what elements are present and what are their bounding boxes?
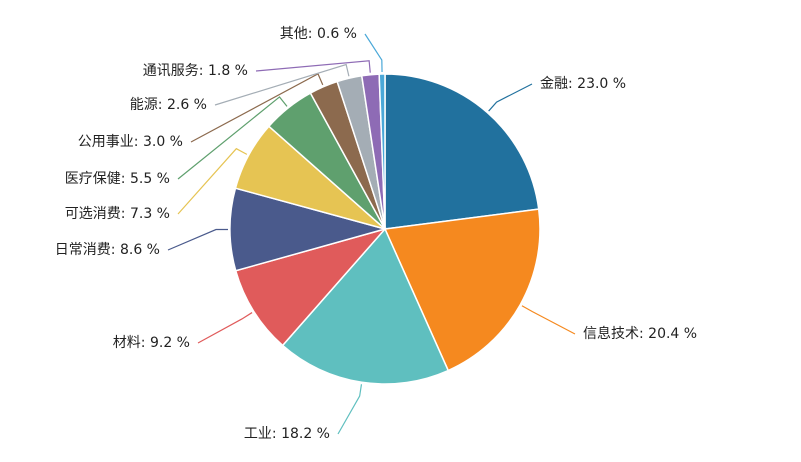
pie-slice: [378, 73, 386, 230]
category-label: 通讯服务: [143, 63, 199, 79]
slice-label: 其他: 0.6 %: [280, 26, 357, 42]
value-label: 2.6 %: [167, 97, 207, 113]
label-separator: :: [568, 76, 577, 92]
leader-line: [364, 33, 383, 73]
pie-slice: [383, 208, 541, 372]
category-label: 金融: [540, 76, 568, 92]
pie-slice: [229, 187, 388, 272]
slice-label: 公用事业: 3.0 %: [78, 134, 183, 150]
label-separator: :: [141, 335, 150, 351]
label-separator: :: [158, 97, 167, 113]
leader-line: [214, 63, 350, 106]
label-separator: :: [121, 171, 130, 187]
value-label: 9.2 %: [150, 335, 190, 351]
value-label: 1.8 %: [208, 63, 248, 79]
value-label: 0.6 %: [317, 26, 357, 42]
category-label: 可选消费: [65, 206, 121, 222]
leader-line: [177, 96, 288, 180]
leader-line: [521, 305, 576, 335]
value-label: 8.6 %: [120, 242, 160, 258]
slice-label: 材料: 9.2 %: [113, 335, 190, 351]
slice-label: 医疗保健: 5.5 %: [65, 171, 170, 187]
category-label: 信息技术: [583, 325, 639, 342]
value-label: 18.2 %: [281, 426, 330, 442]
category-label: 医疗保健: [65, 171, 121, 187]
label-separator: :: [308, 26, 317, 42]
label-separator: :: [199, 63, 208, 79]
leader-line: [337, 384, 363, 435]
category-label: 材料: [113, 335, 141, 351]
slice-label: 能源: 2.6 %: [130, 97, 207, 113]
leader-line: [167, 228, 229, 251]
label-separator: :: [639, 326, 648, 342]
category-label: 公用事业: [78, 134, 134, 150]
label-separator: :: [272, 426, 281, 442]
slice-label: 日常消费: 8.6 %: [55, 242, 160, 258]
label-separator: :: [111, 242, 120, 258]
category-label: 日常消费: [55, 242, 111, 258]
slice-label: 信息技术: 20.4 %: [583, 325, 697, 342]
value-label: 20.4 %: [648, 326, 697, 342]
category-label: 其他: [280, 26, 308, 42]
value-label: 7.3 %: [130, 206, 170, 222]
leader-line: [488, 83, 533, 112]
label-separator: :: [121, 206, 130, 222]
category-label: 工业: [244, 426, 272, 442]
slice-label: 工业: 18.2 %: [244, 426, 330, 442]
pie-slice: [281, 227, 450, 385]
pie-slice: [234, 227, 388, 347]
category-label: 能源: [130, 97, 158, 113]
value-label: 5.5 %: [130, 171, 170, 187]
slice-label: 金融: 23.0 %: [540, 76, 626, 92]
pie-slice: [384, 73, 540, 230]
slice-label: 通讯服务: 1.8 %: [143, 63, 248, 79]
leader-line: [255, 60, 371, 73]
leader-line: [177, 147, 248, 215]
label-separator: :: [134, 134, 143, 150]
leader-line: [197, 312, 253, 344]
slice-label: 可选消费: 7.3 %: [65, 206, 170, 222]
value-label: 23.0 %: [577, 76, 626, 92]
leader-line: [190, 73, 324, 143]
value-label: 3.0 %: [143, 134, 183, 150]
